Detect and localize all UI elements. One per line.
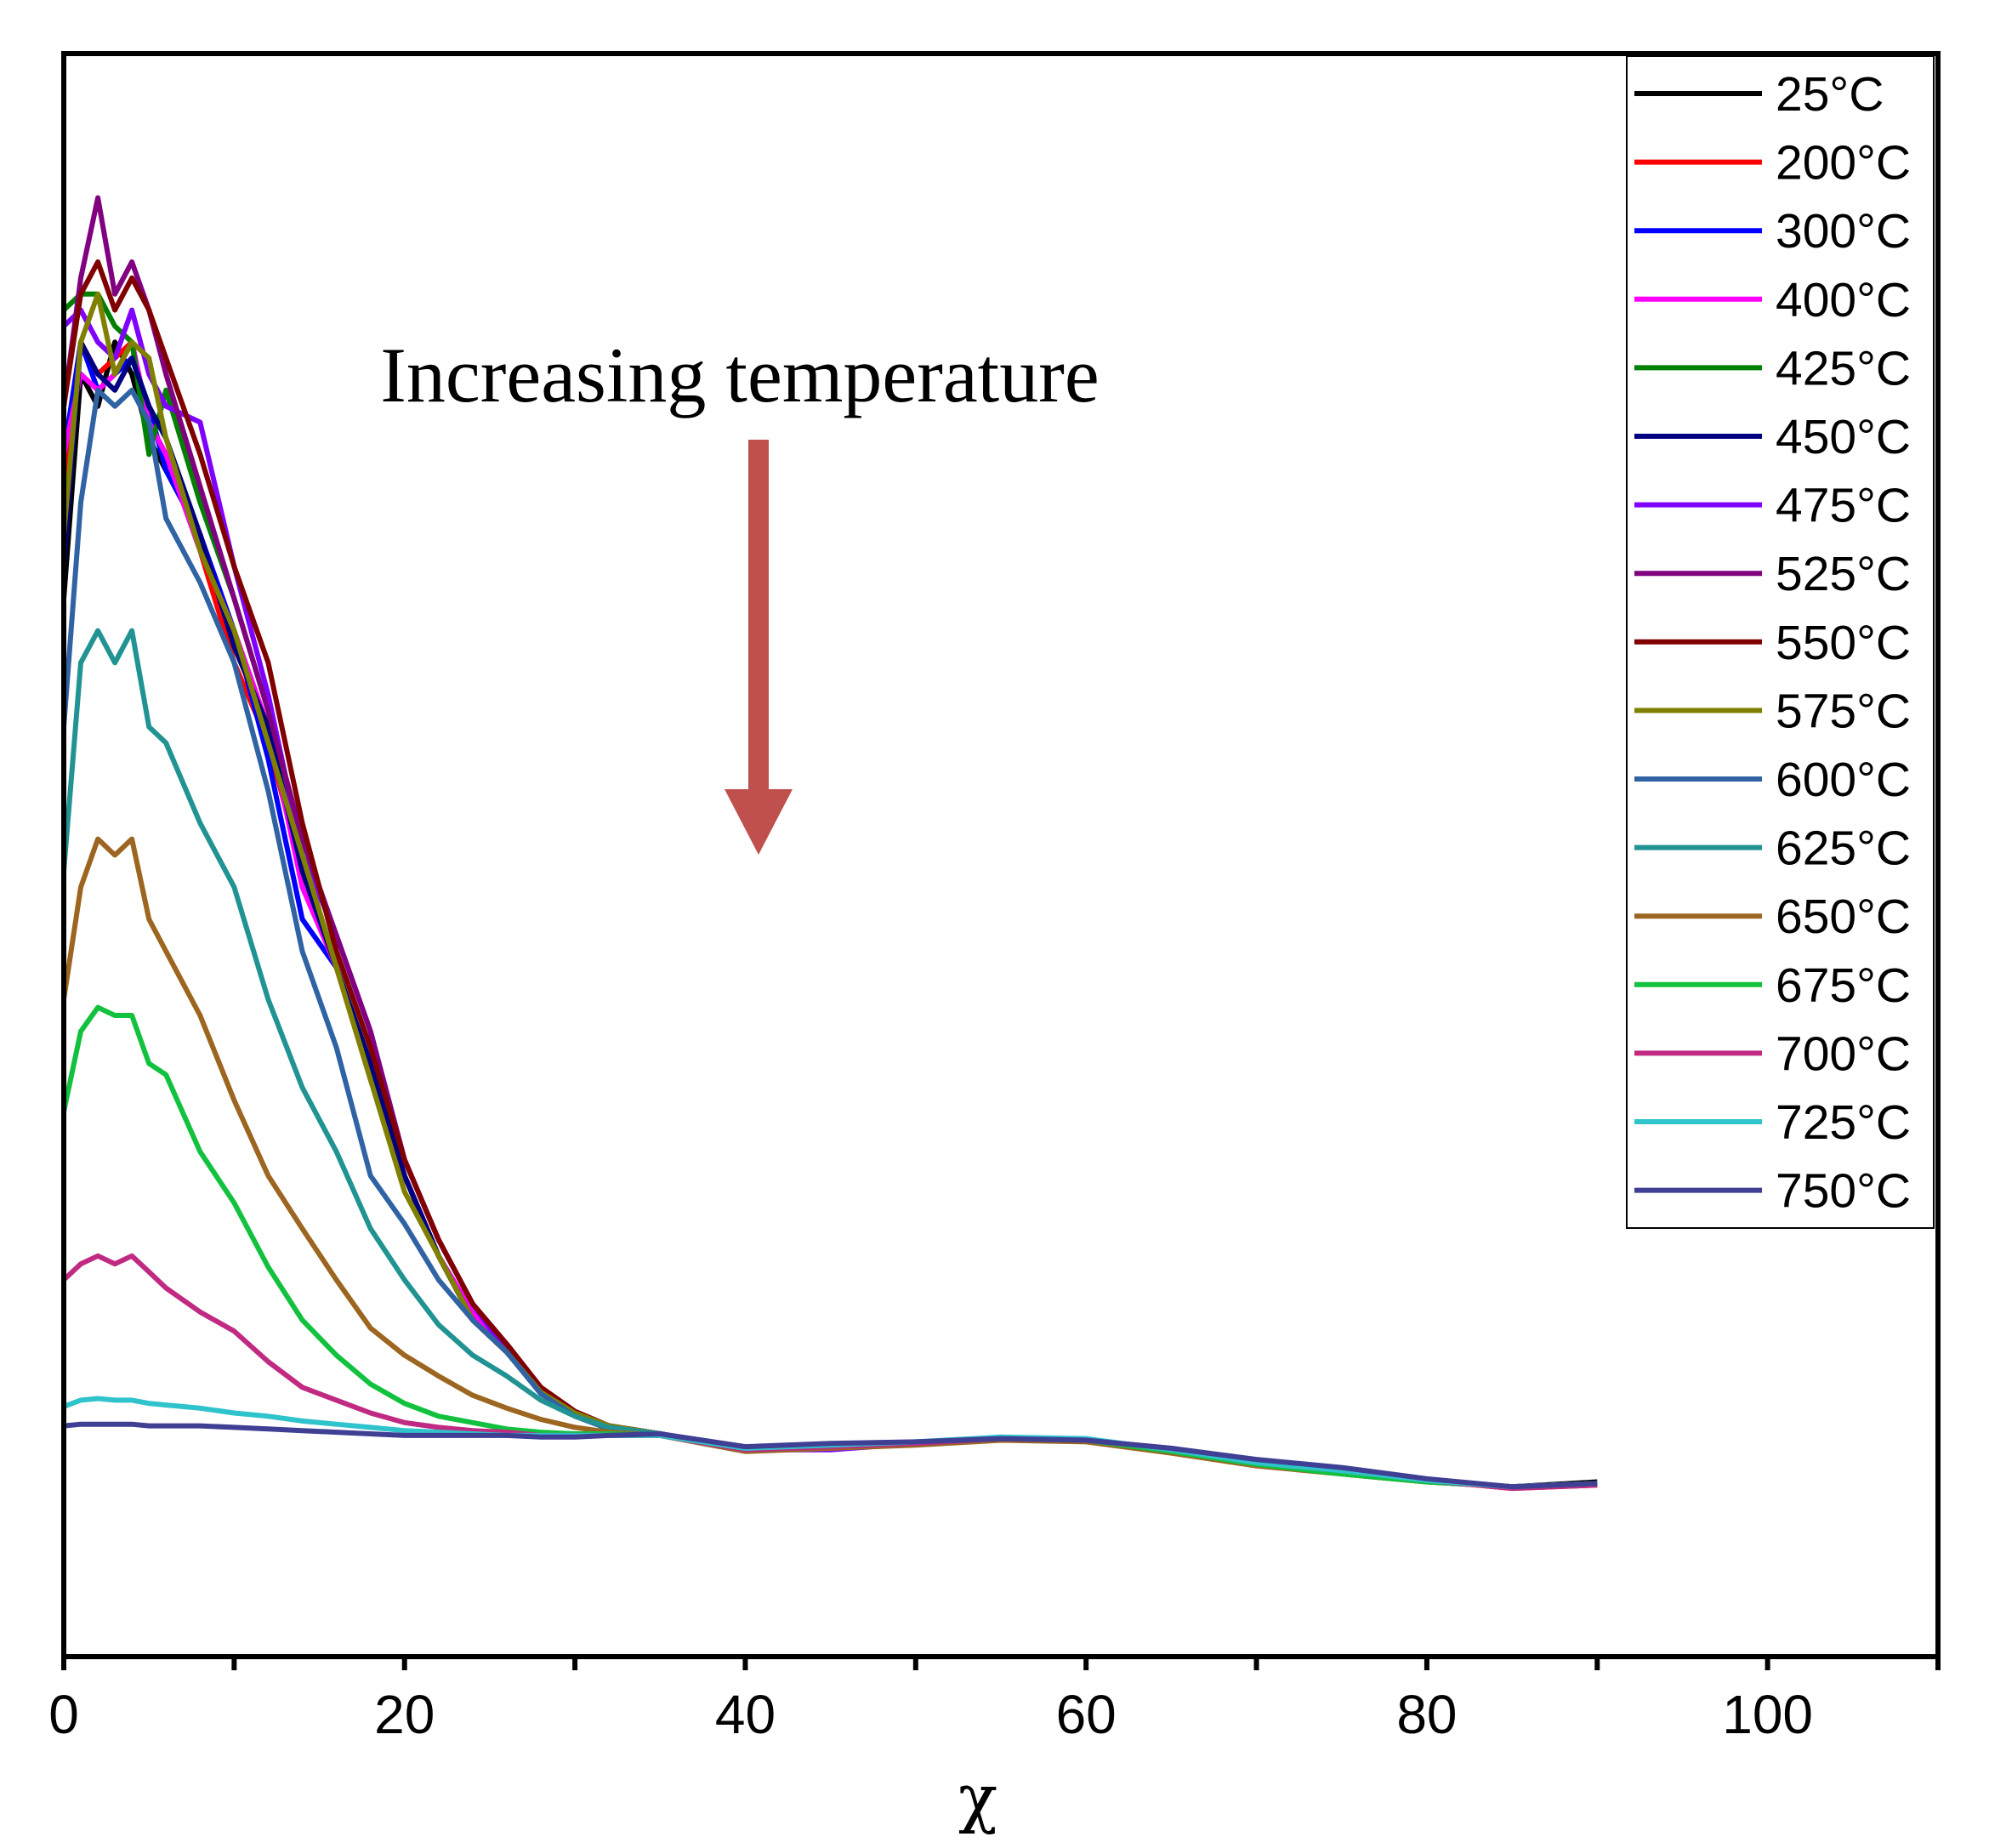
x-tick-label: 100 [1722,1684,1813,1745]
x-tick-label: 60 [1056,1684,1117,1745]
x-tick-label: 0 [48,1684,79,1745]
legend: 25°C 200°C 300°C 400°C 425°C 450°C 475°C 525°C 5… [1626,55,1935,1229]
legend-entry: 525°C [1634,547,1911,601]
legend-label: 675°C [1776,958,1911,1013]
legend-entry: 300°C [1634,204,1911,259]
legend-entry: 450°C [1634,410,1911,464]
legend-entry: 750°C [1634,1164,1911,1219]
legend-entry: 700°C [1634,1026,1911,1081]
legend-label: 400°C [1776,273,1911,327]
legend-label: 650°C [1776,890,1911,944]
x-axis-ticks: 0 20 40 60 80 100 [48,1657,1941,1745]
series-line-750c [63,1421,1598,1490]
legend-entry: 600°C [1634,753,1911,807]
legend-entry: 625°C [1634,822,1911,876]
legend-label: 475°C [1776,479,1911,533]
legend-label: 625°C [1776,822,1911,876]
legend-entry: 550°C [1634,616,1911,670]
legend-label: 450°C [1776,410,1911,464]
legend-label: 300°C [1776,204,1911,259]
legend-label: 25°C [1776,67,1884,122]
legend-label: 600°C [1776,753,1911,807]
x-axis-title: χ [958,1760,997,1835]
legend-label: 725°C [1776,1095,1911,1150]
legend-entry: 25°C [1634,67,1884,122]
legend-label: 200°C [1776,136,1911,190]
x-tick-label: 40 [715,1684,776,1745]
legend-label: 700°C [1776,1026,1911,1081]
legend-entry: 575°C [1634,684,1911,738]
legend-label: 525°C [1776,547,1911,601]
series-lines [61,195,1598,1492]
legend-label: 425°C [1776,341,1911,395]
annotation-text: Increasing temperature [380,332,1099,418]
legend-entry: 475°C [1634,479,1911,533]
legend-label: 575°C [1776,684,1911,738]
legend-entry: 725°C [1634,1095,1911,1150]
x-tick-label: 80 [1396,1684,1457,1745]
legend-entry: 200°C [1634,136,1911,190]
plot-frame [61,51,1941,1659]
legend-label: 550°C [1776,616,1911,670]
x-tick-label: 20 [374,1684,435,1745]
down-arrow-icon [725,440,793,855]
legend-entry: 400°C [1634,273,1911,327]
legend-entry: 650°C [1634,890,1911,944]
legend-entry: 675°C [1634,958,1911,1013]
legend-label: 750°C [1776,1164,1911,1219]
legend-entry: 425°C [1634,341,1911,395]
